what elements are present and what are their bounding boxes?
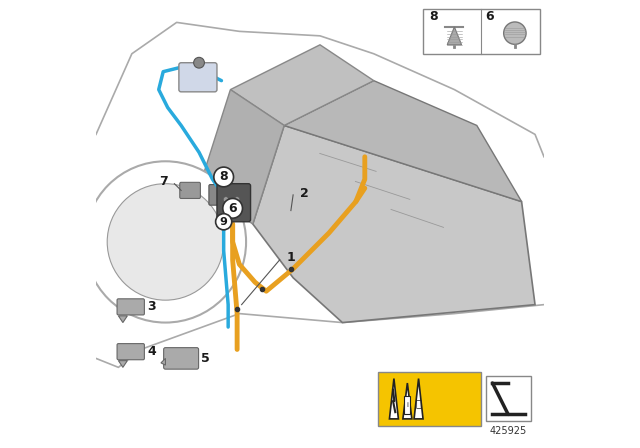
Text: 4: 4	[148, 345, 156, 358]
FancyBboxPatch shape	[423, 9, 540, 54]
FancyBboxPatch shape	[164, 348, 198, 369]
Polygon shape	[389, 379, 398, 419]
Circle shape	[194, 57, 204, 68]
Text: 3: 3	[148, 300, 156, 314]
FancyBboxPatch shape	[378, 372, 481, 426]
Polygon shape	[414, 379, 423, 419]
Text: 7: 7	[159, 175, 168, 188]
Polygon shape	[447, 27, 461, 45]
Text: i: i	[406, 402, 408, 409]
FancyBboxPatch shape	[404, 396, 410, 414]
Text: ✋: ✋	[415, 398, 422, 408]
Text: 9: 9	[220, 217, 228, 227]
Text: 6: 6	[485, 10, 493, 23]
FancyBboxPatch shape	[117, 299, 145, 315]
Text: 425925: 425925	[490, 426, 527, 436]
Text: 1: 1	[287, 251, 295, 264]
Polygon shape	[230, 45, 374, 125]
Circle shape	[216, 214, 232, 230]
Circle shape	[223, 197, 228, 202]
Polygon shape	[253, 125, 535, 323]
Circle shape	[84, 161, 246, 323]
Polygon shape	[199, 90, 284, 224]
Text: 8: 8	[429, 10, 438, 23]
Circle shape	[504, 22, 526, 44]
FancyBboxPatch shape	[117, 344, 145, 360]
FancyBboxPatch shape	[209, 185, 223, 205]
Polygon shape	[161, 358, 165, 365]
Polygon shape	[284, 81, 522, 202]
Text: 5: 5	[202, 352, 210, 365]
FancyBboxPatch shape	[179, 63, 217, 92]
Circle shape	[234, 197, 240, 202]
Circle shape	[214, 167, 234, 187]
Circle shape	[107, 184, 224, 300]
Text: 6: 6	[228, 202, 237, 215]
Text: 8: 8	[220, 170, 228, 184]
Circle shape	[223, 206, 228, 211]
Polygon shape	[118, 361, 127, 367]
Text: 2: 2	[300, 187, 308, 200]
FancyBboxPatch shape	[486, 376, 531, 421]
Circle shape	[223, 198, 243, 218]
Polygon shape	[403, 383, 412, 419]
FancyBboxPatch shape	[217, 184, 251, 222]
FancyBboxPatch shape	[180, 182, 200, 198]
Polygon shape	[118, 316, 127, 323]
Circle shape	[234, 206, 240, 211]
